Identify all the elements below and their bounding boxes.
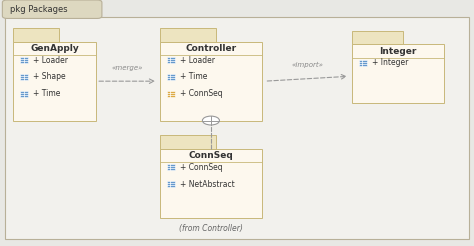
- Text: Integer: Integer: [380, 47, 417, 56]
- Text: + Time: + Time: [180, 73, 207, 81]
- Text: «import»: «import»: [291, 62, 323, 68]
- Text: + Shape: + Shape: [33, 73, 65, 81]
- Bar: [20, 74, 28, 80]
- Text: + Loader: + Loader: [180, 56, 215, 65]
- Bar: [167, 91, 175, 97]
- Bar: [160, 135, 216, 149]
- Bar: [352, 44, 444, 103]
- Circle shape: [202, 116, 219, 125]
- Bar: [167, 74, 175, 80]
- Text: Controller: Controller: [185, 44, 237, 53]
- Bar: [358, 60, 367, 66]
- Text: + ConnSeq: + ConnSeq: [180, 89, 222, 98]
- Bar: [167, 164, 175, 170]
- FancyBboxPatch shape: [2, 0, 102, 18]
- Bar: [167, 181, 175, 187]
- Text: + Time: + Time: [33, 89, 60, 98]
- Bar: [13, 28, 59, 42]
- Bar: [167, 57, 175, 63]
- Text: + ConnSeq: + ConnSeq: [180, 163, 222, 172]
- Text: + Integer: + Integer: [372, 58, 408, 67]
- Text: ConnSeq: ConnSeq: [189, 151, 233, 160]
- Text: (from Controller): (from Controller): [179, 224, 243, 233]
- Bar: [160, 28, 216, 42]
- Bar: [352, 31, 403, 44]
- Bar: [13, 42, 96, 121]
- Bar: [160, 149, 262, 218]
- Text: + Loader: + Loader: [33, 56, 68, 65]
- Text: «merge»: «merge»: [111, 65, 143, 71]
- Text: GenApply: GenApply: [30, 44, 79, 53]
- Bar: [20, 91, 28, 97]
- Bar: [20, 57, 28, 63]
- Bar: [160, 42, 262, 121]
- Text: pkg Packages: pkg Packages: [10, 5, 68, 14]
- Text: + NetAbstract: + NetAbstract: [180, 180, 235, 188]
